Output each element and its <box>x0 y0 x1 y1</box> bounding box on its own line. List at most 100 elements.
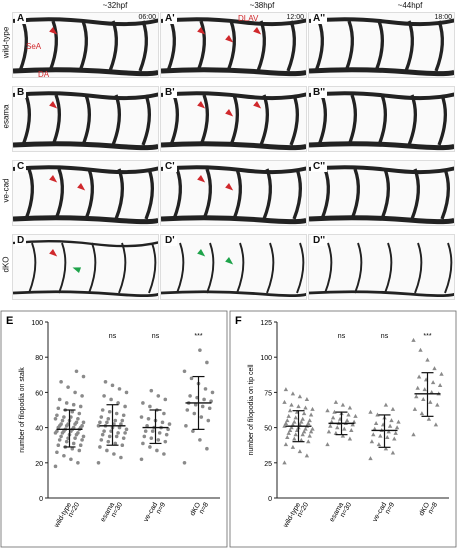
y-tick-label: 0 <box>268 496 272 503</box>
data-point <box>96 461 101 465</box>
data-point <box>375 412 380 417</box>
label-sea: SeA <box>26 42 42 51</box>
data-point <box>299 419 304 424</box>
data-point <box>428 399 433 404</box>
vessel-drawing <box>309 91 454 151</box>
data-point <box>55 450 59 455</box>
arrowhead-icon <box>49 175 58 183</box>
data-point <box>119 422 123 426</box>
arrowhead-icon <box>253 101 262 109</box>
significance-label: ns <box>338 333 346 340</box>
data-point <box>393 430 398 435</box>
data-point <box>112 452 116 456</box>
data-point <box>335 425 340 430</box>
data-point <box>163 397 168 402</box>
data-point <box>297 449 303 454</box>
data-point <box>296 404 301 409</box>
arrowhead-icon <box>49 101 58 109</box>
data-point <box>53 417 58 421</box>
data-point <box>141 401 145 405</box>
data-point <box>418 347 423 352</box>
data-point <box>107 409 112 414</box>
data-point <box>437 382 443 387</box>
panel-time: 06:00 <box>138 14 156 21</box>
data-point <box>426 416 432 421</box>
panel-label: A' <box>163 13 177 24</box>
arrowhead-icon <box>77 183 86 191</box>
chart-f: F 0 25 50 75 100 125 number of filopodia on tip… <box>229 310 457 550</box>
data-point <box>286 413 291 418</box>
data-point <box>304 453 310 458</box>
data-point <box>107 434 112 439</box>
data-point <box>308 429 314 434</box>
image-panel: A 06:00 <box>12 12 159 78</box>
arrowhead-icon <box>49 249 58 257</box>
data-point <box>414 394 419 399</box>
data-point <box>202 397 206 402</box>
data-point <box>124 427 129 432</box>
data-point <box>116 401 120 405</box>
chart-f-svg: F 0 25 50 75 100 125 number of filopodia on tip… <box>229 310 457 548</box>
data-point <box>383 402 389 407</box>
y-axis-label: number of filopodia on tip cell <box>248 364 255 455</box>
vessel-drawing <box>13 165 158 225</box>
data-point <box>326 429 332 434</box>
data-point <box>307 433 312 438</box>
data-point <box>205 360 209 365</box>
data-point <box>167 422 172 426</box>
data-point <box>106 439 111 444</box>
data-point <box>200 404 205 409</box>
data-point <box>73 390 77 395</box>
data-point <box>71 425 76 430</box>
y-tick-label: 80 <box>35 355 43 362</box>
vessel-drawing <box>161 17 306 77</box>
data-point <box>70 446 75 451</box>
data-point <box>394 425 400 430</box>
y-tick-label: 60 <box>35 390 43 397</box>
chart-panel-label: F <box>235 315 242 327</box>
data-point <box>103 380 108 384</box>
data-point <box>282 460 287 465</box>
data-point <box>106 417 111 421</box>
data-point <box>432 366 437 371</box>
data-point <box>145 424 149 428</box>
data-point <box>191 429 195 433</box>
data-point <box>283 387 289 392</box>
row-label: dKO <box>1 255 11 273</box>
data-point <box>69 457 73 462</box>
data-point <box>123 431 127 435</box>
significance-label: ns <box>152 333 160 340</box>
data-point <box>78 404 83 409</box>
panel-label: D' <box>163 235 177 246</box>
data-point <box>105 448 109 453</box>
data-point <box>292 419 297 424</box>
panel-label: A <box>15 13 27 24</box>
panel-label: B <box>15 87 27 98</box>
panel-label: C'' <box>311 161 327 172</box>
data-point <box>105 420 109 425</box>
data-point <box>306 439 311 444</box>
data-point <box>164 432 169 437</box>
data-point <box>282 399 287 404</box>
data-point <box>109 397 113 402</box>
y-tick-label: 75 <box>264 390 272 397</box>
data-point <box>119 455 123 460</box>
data-point <box>285 435 290 440</box>
data-point <box>59 380 63 384</box>
data-point <box>184 424 188 428</box>
image-panel: B' <box>160 86 307 152</box>
data-point <box>290 422 296 427</box>
data-point <box>60 418 65 423</box>
data-point <box>347 405 353 410</box>
data-point <box>344 418 350 423</box>
column-title: ~32hpf <box>102 1 128 10</box>
vessel-drawing <box>309 17 454 77</box>
data-point <box>76 417 80 421</box>
data-point <box>143 429 148 433</box>
data-point <box>149 436 154 440</box>
panel-label: D <box>15 235 27 246</box>
data-point <box>310 406 315 411</box>
data-point <box>307 418 312 423</box>
data-point <box>304 397 310 402</box>
data-point <box>55 429 59 433</box>
